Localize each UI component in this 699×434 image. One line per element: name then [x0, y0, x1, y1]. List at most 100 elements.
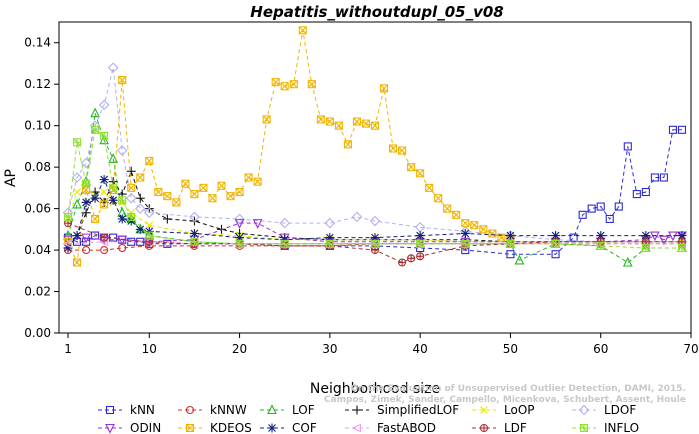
- point-knn: [650, 173, 659, 182]
- legend-item-inflo: INFLO: [572, 421, 639, 434]
- point-cof: [81, 197, 91, 207]
- legend-item-lof: LOF: [260, 403, 315, 417]
- point-kdeos: [172, 198, 181, 207]
- legend: kNN kNNW LOF SimplifiedLOF LoOP LDOF ODIN KDEOS…: [98, 403, 639, 434]
- legend-marker: [579, 423, 589, 433]
- legend-label: kNNW: [210, 403, 247, 417]
- point-kdeos: [298, 26, 307, 35]
- point-inflo: [235, 239, 244, 248]
- point-ldf: [100, 233, 109, 242]
- x-tick-label: 30: [322, 342, 337, 356]
- point-lof: [90, 107, 101, 118]
- point-kdeos: [416, 169, 425, 178]
- legend-label: ODIN: [130, 421, 161, 434]
- legend-item-fastabod: FastABOD: [345, 421, 436, 434]
- legend-item-odin: ODIN: [98, 421, 161, 434]
- point-inflo: [596, 241, 605, 250]
- legend-label: LDF: [504, 421, 527, 434]
- point-odin: [659, 235, 669, 246]
- point-lof: [514, 254, 525, 265]
- point-lof: [108, 153, 119, 163]
- point-loop: [100, 188, 109, 196]
- point-kdeos: [73, 258, 82, 267]
- y-tick-label: 0.02: [24, 285, 51, 299]
- point-knn: [632, 190, 641, 199]
- legend-label: LDOF: [604, 403, 636, 417]
- legend-marker: [185, 405, 195, 415]
- point-inflo: [461, 239, 470, 248]
- point-cof: [551, 231, 561, 241]
- point-inflo: [506, 239, 515, 248]
- point-ldof: [98, 99, 110, 111]
- series-line-ldf: [67, 222, 682, 264]
- point-ldof: [80, 157, 92, 169]
- point-lof: [63, 229, 73, 240]
- point-cof: [90, 193, 100, 203]
- point-kdeos: [361, 119, 371, 128]
- point-odin: [234, 219, 245, 229]
- legend-marker: [480, 406, 488, 414]
- point-inflo: [416, 239, 425, 248]
- point-odin: [252, 219, 263, 229]
- point-simplifiedlof: [135, 193, 145, 203]
- legend-marker: [105, 423, 115, 434]
- point-ldf: [398, 258, 407, 267]
- point-fastabod: [62, 239, 73, 249]
- point-kdeos: [136, 173, 145, 182]
- point-knn: [605, 214, 614, 224]
- x-axis-label: Neighborhood size: [310, 381, 440, 397]
- series-layer: [62, 26, 688, 267]
- point-inflo: [370, 239, 380, 248]
- point-ldof: [189, 211, 200, 223]
- x-tick-label: 40: [413, 342, 428, 356]
- y-tick-label: 0.12: [24, 77, 51, 91]
- point-knn: [569, 233, 578, 242]
- point-kdeos: [461, 219, 470, 228]
- x-axis: 1 10 20 30 40 50 60 70: [64, 333, 699, 356]
- point-ldof: [369, 215, 381, 227]
- legend-marker: [352, 405, 362, 415]
- point-kdeos: [217, 181, 226, 190]
- point-inflo: [325, 239, 334, 248]
- point-kdeos: [407, 163, 416, 172]
- legend-item-cof: COF: [260, 421, 317, 434]
- point-kdeos: [253, 177, 262, 186]
- point-cof: [505, 231, 515, 241]
- point-kdeos: [343, 140, 352, 149]
- watermark-line-2: Campos, Zimek, Sander, Campello, Micenko…: [324, 395, 686, 405]
- point-cof: [63, 243, 73, 253]
- legend-marker: [578, 404, 590, 416]
- point-kdeos: [262, 115, 271, 124]
- point-loop: [73, 188, 81, 196]
- point-inflo: [641, 243, 650, 253]
- y-axis-label: AP: [3, 169, 19, 187]
- point-knn: [82, 237, 91, 246]
- legend-label: SimplifiedLOF: [377, 403, 459, 417]
- point-kdeos: [307, 80, 316, 89]
- y-tick-label: 0.10: [24, 119, 51, 133]
- point-ldof: [71, 172, 83, 183]
- series-line-kdeos: [67, 30, 511, 265]
- legend-item-knnw: kNNW: [178, 403, 247, 417]
- legend-label: FastABOD: [377, 421, 436, 434]
- point-ldof: [107, 62, 119, 73]
- series-line-loop: [67, 182, 682, 243]
- point-kdeos: [181, 179, 190, 188]
- point-inflo: [100, 131, 109, 141]
- point-ldof: [279, 217, 290, 229]
- point-kdeos: [425, 183, 434, 192]
- chart-title: Hepatitis_withoutdupl_05_v08: [250, 3, 503, 21]
- legend-marker: [185, 423, 195, 433]
- point-cof: [415, 231, 425, 241]
- point-simplifiedlof: [126, 166, 136, 176]
- point-kdeos: [118, 76, 127, 85]
- point-kdeos: [190, 190, 199, 199]
- point-kdeos: [208, 194, 217, 203]
- point-kdeos: [199, 183, 208, 192]
- point-inflo: [82, 179, 91, 188]
- point-kdeos: [289, 80, 298, 89]
- series-kdeos: [63, 26, 515, 267]
- point-inflo: [63, 212, 73, 221]
- y-tick-label: 0.04: [24, 243, 51, 257]
